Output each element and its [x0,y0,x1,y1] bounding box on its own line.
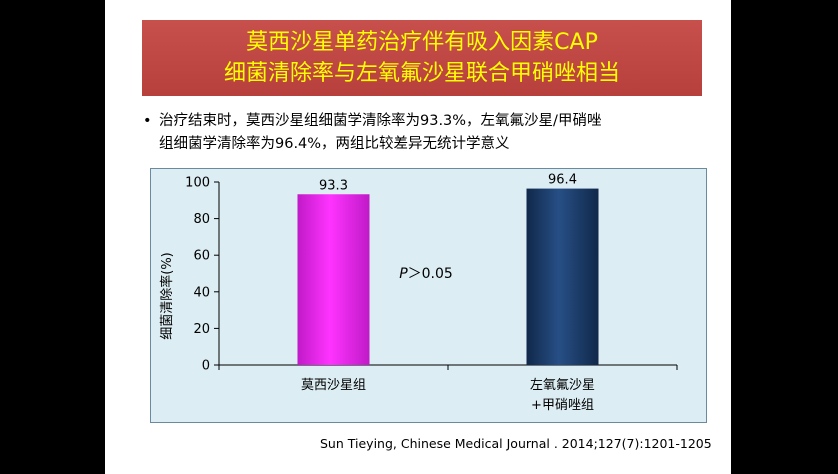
citation: Sun Tieying, Chinese Medical Journal . 2… [320,436,712,451]
p-value-symbol: P [399,266,408,282]
chart-panel: 0 20 40 60 80 100 93.3 莫西沙星组 96.4 左氧氟沙星+甲硝唑组 细菌清… [150,168,707,423]
bar [526,188,599,365]
y-tick-label: 100 [185,176,210,191]
title-line-2: 细菌清除率与左氧氟沙星联合甲硝唑相当 [223,61,620,86]
x-category-label: 莫西沙星组 [301,378,366,393]
data-label: 93.3 [319,178,348,193]
y-axis-label: 细菌清除率(%) [159,252,175,340]
y-tick-label: 80 [193,212,210,227]
chart-axes: 0 20 40 60 80 100 [185,176,678,374]
title-banner: 莫西沙星单药治疗伴有吸入因素CAP 细菌清除率与左氧氟沙星联合甲硝唑相当 [142,20,702,96]
bar [297,194,370,365]
data-label: 96.4 [548,173,577,188]
p-value-threshold: ＞0.05 [408,266,453,282]
bullet-dot-icon: • [143,113,152,129]
y-tick-label: 0 [202,359,210,374]
chart-bars: 93.3 莫西沙星组 96.4 左氧氟沙星+甲硝唑组 [297,173,599,413]
bar-chart: 0 20 40 60 80 100 93.3 莫西沙星组 96.4 左氧氟沙星+甲硝唑组 细菌清… [159,173,678,413]
y-tick-label: 20 [193,322,210,337]
p-value-annotation: P＞0.05 [399,266,453,282]
title-line-1: 莫西沙星单药治疗伴有吸入因素CAP [246,30,598,55]
slide: 莫西沙星单药治疗伴有吸入因素CAP 细菌清除率与左氧氟沙星联合甲硝唑相当 • 治… [105,0,731,474]
bullet-line-2: 组细菌学清除率为96.4%，两组比较差异无统计学意义 [159,136,510,152]
bullet-point: • 治疗结束时，莫西沙星组细菌学清除率为93.3%，左氧氟沙星/甲硝唑 组细菌学… [143,110,713,156]
x-category-label: 左氧氟沙星+甲硝唑组 [530,378,595,413]
y-tick-label: 40 [193,285,210,300]
bullet-line-1: 治疗结束时，莫西沙星组细菌学清除率为93.3%，左氧氟沙星/甲硝唑 [159,113,602,129]
y-tick-label: 60 [193,249,210,264]
